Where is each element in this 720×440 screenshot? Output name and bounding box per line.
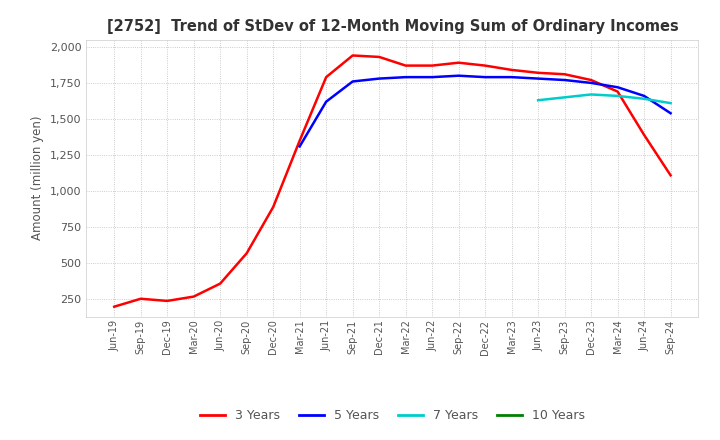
3 Years bbox=[322, 74, 330, 80]
3 Years bbox=[163, 298, 171, 304]
3 Years bbox=[216, 281, 225, 286]
5 Years bbox=[666, 110, 675, 116]
5 Years bbox=[640, 93, 649, 99]
7 Years bbox=[534, 98, 542, 103]
5 Years bbox=[560, 77, 569, 83]
3 Years bbox=[269, 205, 277, 210]
5 Years bbox=[348, 79, 357, 84]
3 Years bbox=[243, 251, 251, 256]
5 Years bbox=[454, 73, 463, 78]
Line: 5 Years: 5 Years bbox=[300, 76, 670, 147]
3 Years bbox=[640, 132, 649, 138]
3 Years bbox=[560, 72, 569, 77]
7 Years bbox=[587, 92, 595, 97]
5 Years bbox=[375, 76, 384, 81]
3 Years bbox=[110, 304, 119, 309]
5 Years bbox=[481, 74, 490, 80]
3 Years bbox=[481, 63, 490, 68]
5 Years bbox=[534, 76, 542, 81]
3 Years bbox=[348, 53, 357, 58]
Line: 3 Years: 3 Years bbox=[114, 55, 670, 307]
3 Years bbox=[587, 77, 595, 83]
5 Years bbox=[587, 80, 595, 85]
Title: [2752]  Trend of StDev of 12-Month Moving Sum of Ordinary Incomes: [2752] Trend of StDev of 12-Month Moving… bbox=[107, 19, 678, 34]
Line: 7 Years: 7 Years bbox=[538, 95, 670, 103]
3 Years bbox=[428, 63, 436, 68]
5 Years bbox=[428, 74, 436, 80]
Legend: 3 Years, 5 Years, 7 Years, 10 Years: 3 Years, 5 Years, 7 Years, 10 Years bbox=[195, 404, 590, 427]
7 Years bbox=[560, 95, 569, 100]
3 Years bbox=[454, 60, 463, 65]
5 Years bbox=[295, 144, 304, 149]
3 Years bbox=[508, 67, 516, 73]
5 Years bbox=[401, 74, 410, 80]
7 Years bbox=[613, 93, 622, 99]
3 Years bbox=[401, 63, 410, 68]
3 Years bbox=[189, 294, 198, 299]
3 Years bbox=[136, 296, 145, 301]
3 Years bbox=[295, 138, 304, 143]
7 Years bbox=[666, 100, 675, 106]
7 Years bbox=[640, 96, 649, 102]
Y-axis label: Amount (million yen): Amount (million yen) bbox=[32, 116, 45, 240]
5 Years bbox=[613, 84, 622, 90]
3 Years bbox=[534, 70, 542, 75]
5 Years bbox=[508, 74, 516, 80]
3 Years bbox=[613, 89, 622, 94]
5 Years bbox=[322, 99, 330, 104]
3 Years bbox=[375, 54, 384, 59]
3 Years bbox=[666, 172, 675, 178]
